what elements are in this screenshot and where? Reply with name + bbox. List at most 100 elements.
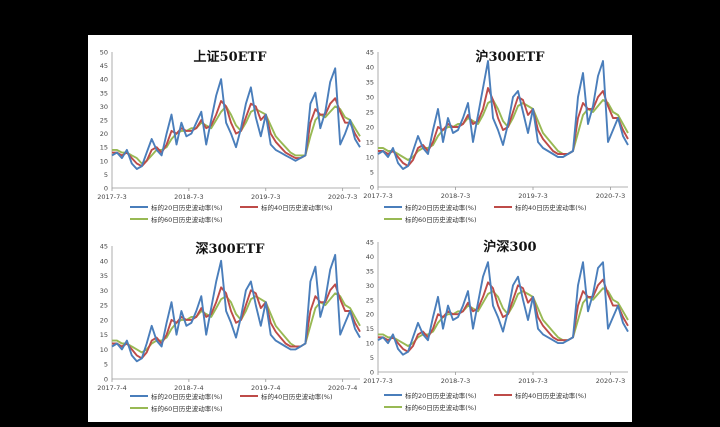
legend-item: 标的20日历史波动率(%) <box>384 202 477 212</box>
series-line-1 <box>111 67 361 170</box>
legend: 标的20日历史波动率(%) 标的40日历史波动率(%) 标的60日历史波动率(%) <box>130 202 360 224</box>
chart-3: 0 5 10 15 20 25 30 35 40 45 2017-7-4 2018-7-4 2019-7… <box>90 231 361 422</box>
legend-label: 标的60日历史波动率(%) <box>151 405 223 413</box>
y-tick-label: 40 <box>366 64 374 72</box>
y-tick-label: 20 <box>366 124 374 132</box>
legend-swatch <box>130 218 148 220</box>
legend-item: 标的60日历史波动率(%) <box>130 403 223 413</box>
chart-4: 0 5 10 15 20 25 30 35 40 45 2017-7-3 2018-7-3 2019-7… <box>360 231 632 422</box>
legend-item: 标的20日历史波动率(%) <box>130 202 223 212</box>
y-tick-label: 30 <box>100 287 108 295</box>
y-tick-label: 10 <box>100 157 108 165</box>
y-tick-label: 30 <box>100 103 108 111</box>
legend-item: 标的60日历史波动率(%) <box>130 214 223 224</box>
y-tick-label: 10 <box>366 154 374 162</box>
chart-svg: 0 5 10 15 20 25 30 35 40 45 2017-7-4 2018-7-4 2019-7… <box>97 241 361 392</box>
legend-label: 标的20日历史波动率(%) <box>151 393 223 401</box>
y-tick-label: 35 <box>366 267 374 275</box>
y-tick-label: 50 <box>100 49 108 57</box>
y-tick-label: 0 <box>104 376 108 384</box>
chart-panel: 0 5 10 15 20 25 30 35 40 45 50 2017-7-3 2018-7-3 2019… <box>88 35 632 422</box>
x-tick-label: 2018-7-3 <box>441 377 471 385</box>
x-tick-label: 2020-7-4 <box>328 384 358 392</box>
y-tick-label: 35 <box>366 79 374 87</box>
legend-swatch <box>130 395 148 397</box>
y-tick-label: 5 <box>370 169 374 177</box>
y-tick-label: 25 <box>100 117 108 125</box>
legend-label: 标的20日历史波动率(%) <box>405 392 477 400</box>
y-tick-label: 10 <box>366 340 374 348</box>
y-tick-label: 45 <box>100 62 108 70</box>
legend-label: 标的60日历史波动率(%) <box>405 404 477 412</box>
y-tick-label: 40 <box>100 76 108 84</box>
series-line-1 <box>377 261 629 356</box>
legend-swatch <box>384 218 402 220</box>
chart-title: 沪300ETF <box>476 49 546 65</box>
series-line-1 <box>377 60 629 170</box>
x-tick-label: 2019-7-3 <box>518 377 548 385</box>
x-tick-label: 2020-7-3 <box>328 193 358 201</box>
legend-swatch <box>494 394 512 396</box>
y-tick-label: 15 <box>366 139 374 147</box>
x-tick-label: 2018-7-3 <box>441 192 471 200</box>
legend-label: 标的60日历史波动率(%) <box>405 216 477 224</box>
y-tick-label: 0 <box>370 369 374 377</box>
chart-2: 0 5 10 15 20 25 30 35 40 45 2017-7-3 2018-7-3 2019-7… <box>360 37 632 229</box>
y-tick-label: 5 <box>370 354 374 362</box>
legend-item: 标的20日历史波动率(%) <box>384 390 477 400</box>
legend-swatch <box>130 206 148 208</box>
y-tick-label: 35 <box>100 272 108 280</box>
legend-swatch <box>130 407 148 409</box>
y-tick-label: 45 <box>366 239 374 247</box>
legend-label: 标的20日历史波动率(%) <box>405 204 477 212</box>
legend-swatch <box>494 206 512 208</box>
legend-swatch <box>384 394 402 396</box>
chart-title: 沪深300 <box>483 239 536 255</box>
y-tick-label: 5 <box>104 171 108 179</box>
x-tick-label: 2017-7-3 <box>97 193 127 201</box>
legend-label: 标的60日历史波动率(%) <box>151 216 223 224</box>
series-line-2 <box>378 278 629 353</box>
series-line-2 <box>378 87 629 167</box>
y-tick-label: 45 <box>100 243 108 251</box>
y-tick-label: 10 <box>100 346 108 354</box>
x-tick-label: 2020-7-3 <box>596 377 626 385</box>
chart-svg: 0 5 10 15 20 25 30 35 40 45 2017-7-3 2018-7-3 2019-7… <box>363 239 629 385</box>
legend: 标的20日历史波动率(%) 标的40日历史波动率(%) 标的60日历史波动率(%) <box>130 391 360 413</box>
y-tick-label: 35 <box>100 89 108 97</box>
series-line-2 <box>112 283 361 360</box>
legend-swatch <box>240 206 258 208</box>
y-tick-label: 25 <box>366 296 374 304</box>
legend: 标的20日历史波动率(%) 标的40日历史波动率(%) 标的60日历史波动率(%) <box>384 202 614 224</box>
legend-item: 标的60日历史波动率(%) <box>384 214 477 224</box>
chart-title: 深300ETF <box>196 241 266 257</box>
x-tick-label: 2017-7-3 <box>363 192 393 200</box>
y-tick-label: 20 <box>100 316 108 324</box>
chart-1: 0 5 10 15 20 25 30 35 40 45 50 2017-7-3 2018-7-3 2019… <box>90 37 361 229</box>
legend-item: 标的20日历史波动率(%) <box>130 391 223 401</box>
y-tick-label: 20 <box>100 130 108 138</box>
chart-title: 上证50ETF <box>194 50 268 65</box>
y-tick-label: 40 <box>100 257 108 265</box>
legend-label: 标的40日历史波动率(%) <box>515 204 587 212</box>
chart-svg: 0 5 10 15 20 25 30 35 40 45 2017-7-3 2018-7-3 2019-7… <box>363 49 629 200</box>
y-tick-label: 30 <box>366 94 374 102</box>
y-tick-label: 25 <box>366 109 374 117</box>
x-tick-label: 2017-7-3 <box>363 377 393 385</box>
legend-label: 标的40日历史波动率(%) <box>261 204 333 212</box>
chart-svg: 0 5 10 15 20 25 30 35 40 45 50 2017-7-3 2018-7-3 2019… <box>97 49 361 201</box>
x-tick-label: 2020-7-3 <box>596 192 626 200</box>
legend-swatch <box>384 206 402 208</box>
series-line-1 <box>111 253 361 363</box>
y-tick-label: 45 <box>366 49 374 57</box>
x-tick-label: 2018-7-4 <box>174 384 204 392</box>
y-tick-label: 15 <box>100 331 108 339</box>
legend: 标的20日历史波动率(%) 标的40日历史波动率(%) 标的60日历史波动率(%) <box>384 390 614 412</box>
x-tick-label: 2019-7-3 <box>518 192 548 200</box>
x-tick-label: 2019-7-4 <box>251 384 281 392</box>
x-tick-label: 2018-7-3 <box>174 193 204 201</box>
legend-swatch <box>384 406 402 408</box>
legend-item: 标的40日历史波动率(%) <box>240 391 333 401</box>
x-tick-label: 2019-7-3 <box>251 193 281 201</box>
legend-swatch <box>240 395 258 397</box>
